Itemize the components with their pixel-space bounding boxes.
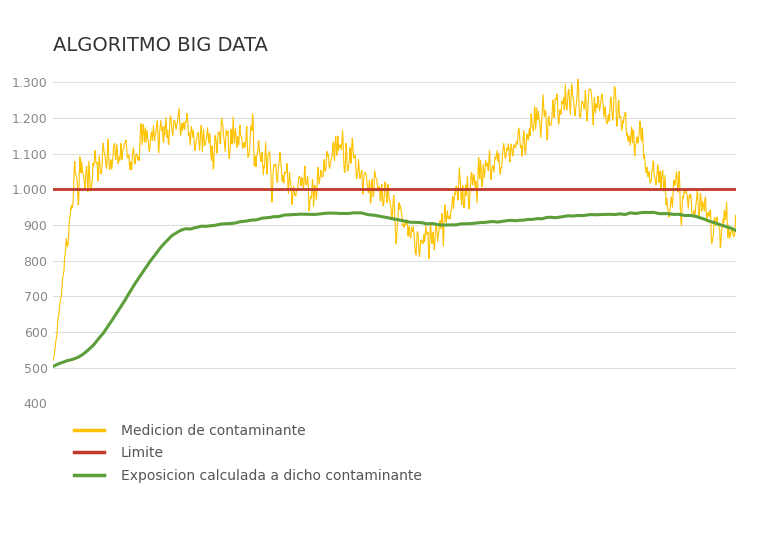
Medicion de contaminante (164, 138, 173, 145)
Medicion de contaminante (732, 219, 741, 225)
Line: Medicion de contaminante: Medicion de contaminante (53, 79, 736, 360)
Exposicion calculada a dicho contaminante (732, 228, 741, 234)
Legend: Medicion de contaminante, Limite, Exposicion calculada a dicho contaminante: Medicion de contaminante, Limite, Exposi… (74, 424, 422, 483)
Exposicion calculada a dicho contaminante (49, 363, 58, 370)
Exposicion calculada a dicho contaminante (139, 267, 148, 274)
Exposicion calculada a dicho contaminante (345, 210, 354, 217)
Exposicion calculada a dicho contaminante (279, 212, 288, 218)
Text: ALGORITMO BIG DATA: ALGORITMO BIG DATA (53, 36, 268, 55)
Exposicion calculada a dicho contaminante (648, 209, 657, 216)
Medicion de contaminante (408, 228, 417, 235)
Exposicion calculada a dicho contaminante (408, 219, 417, 225)
Medicion de contaminante (279, 174, 288, 181)
Medicion de contaminante (49, 357, 58, 364)
Line: Exposicion calculada a dicho contaminante: Exposicion calculada a dicho contaminant… (53, 213, 736, 366)
Exposicion calculada a dicho contaminante (164, 236, 173, 243)
Medicion de contaminante (422, 227, 431, 233)
Medicion de contaminante (139, 128, 148, 134)
Medicion de contaminante (573, 76, 582, 82)
Exposicion calculada a dicho contaminante (422, 221, 431, 227)
Medicion de contaminante (345, 157, 354, 163)
